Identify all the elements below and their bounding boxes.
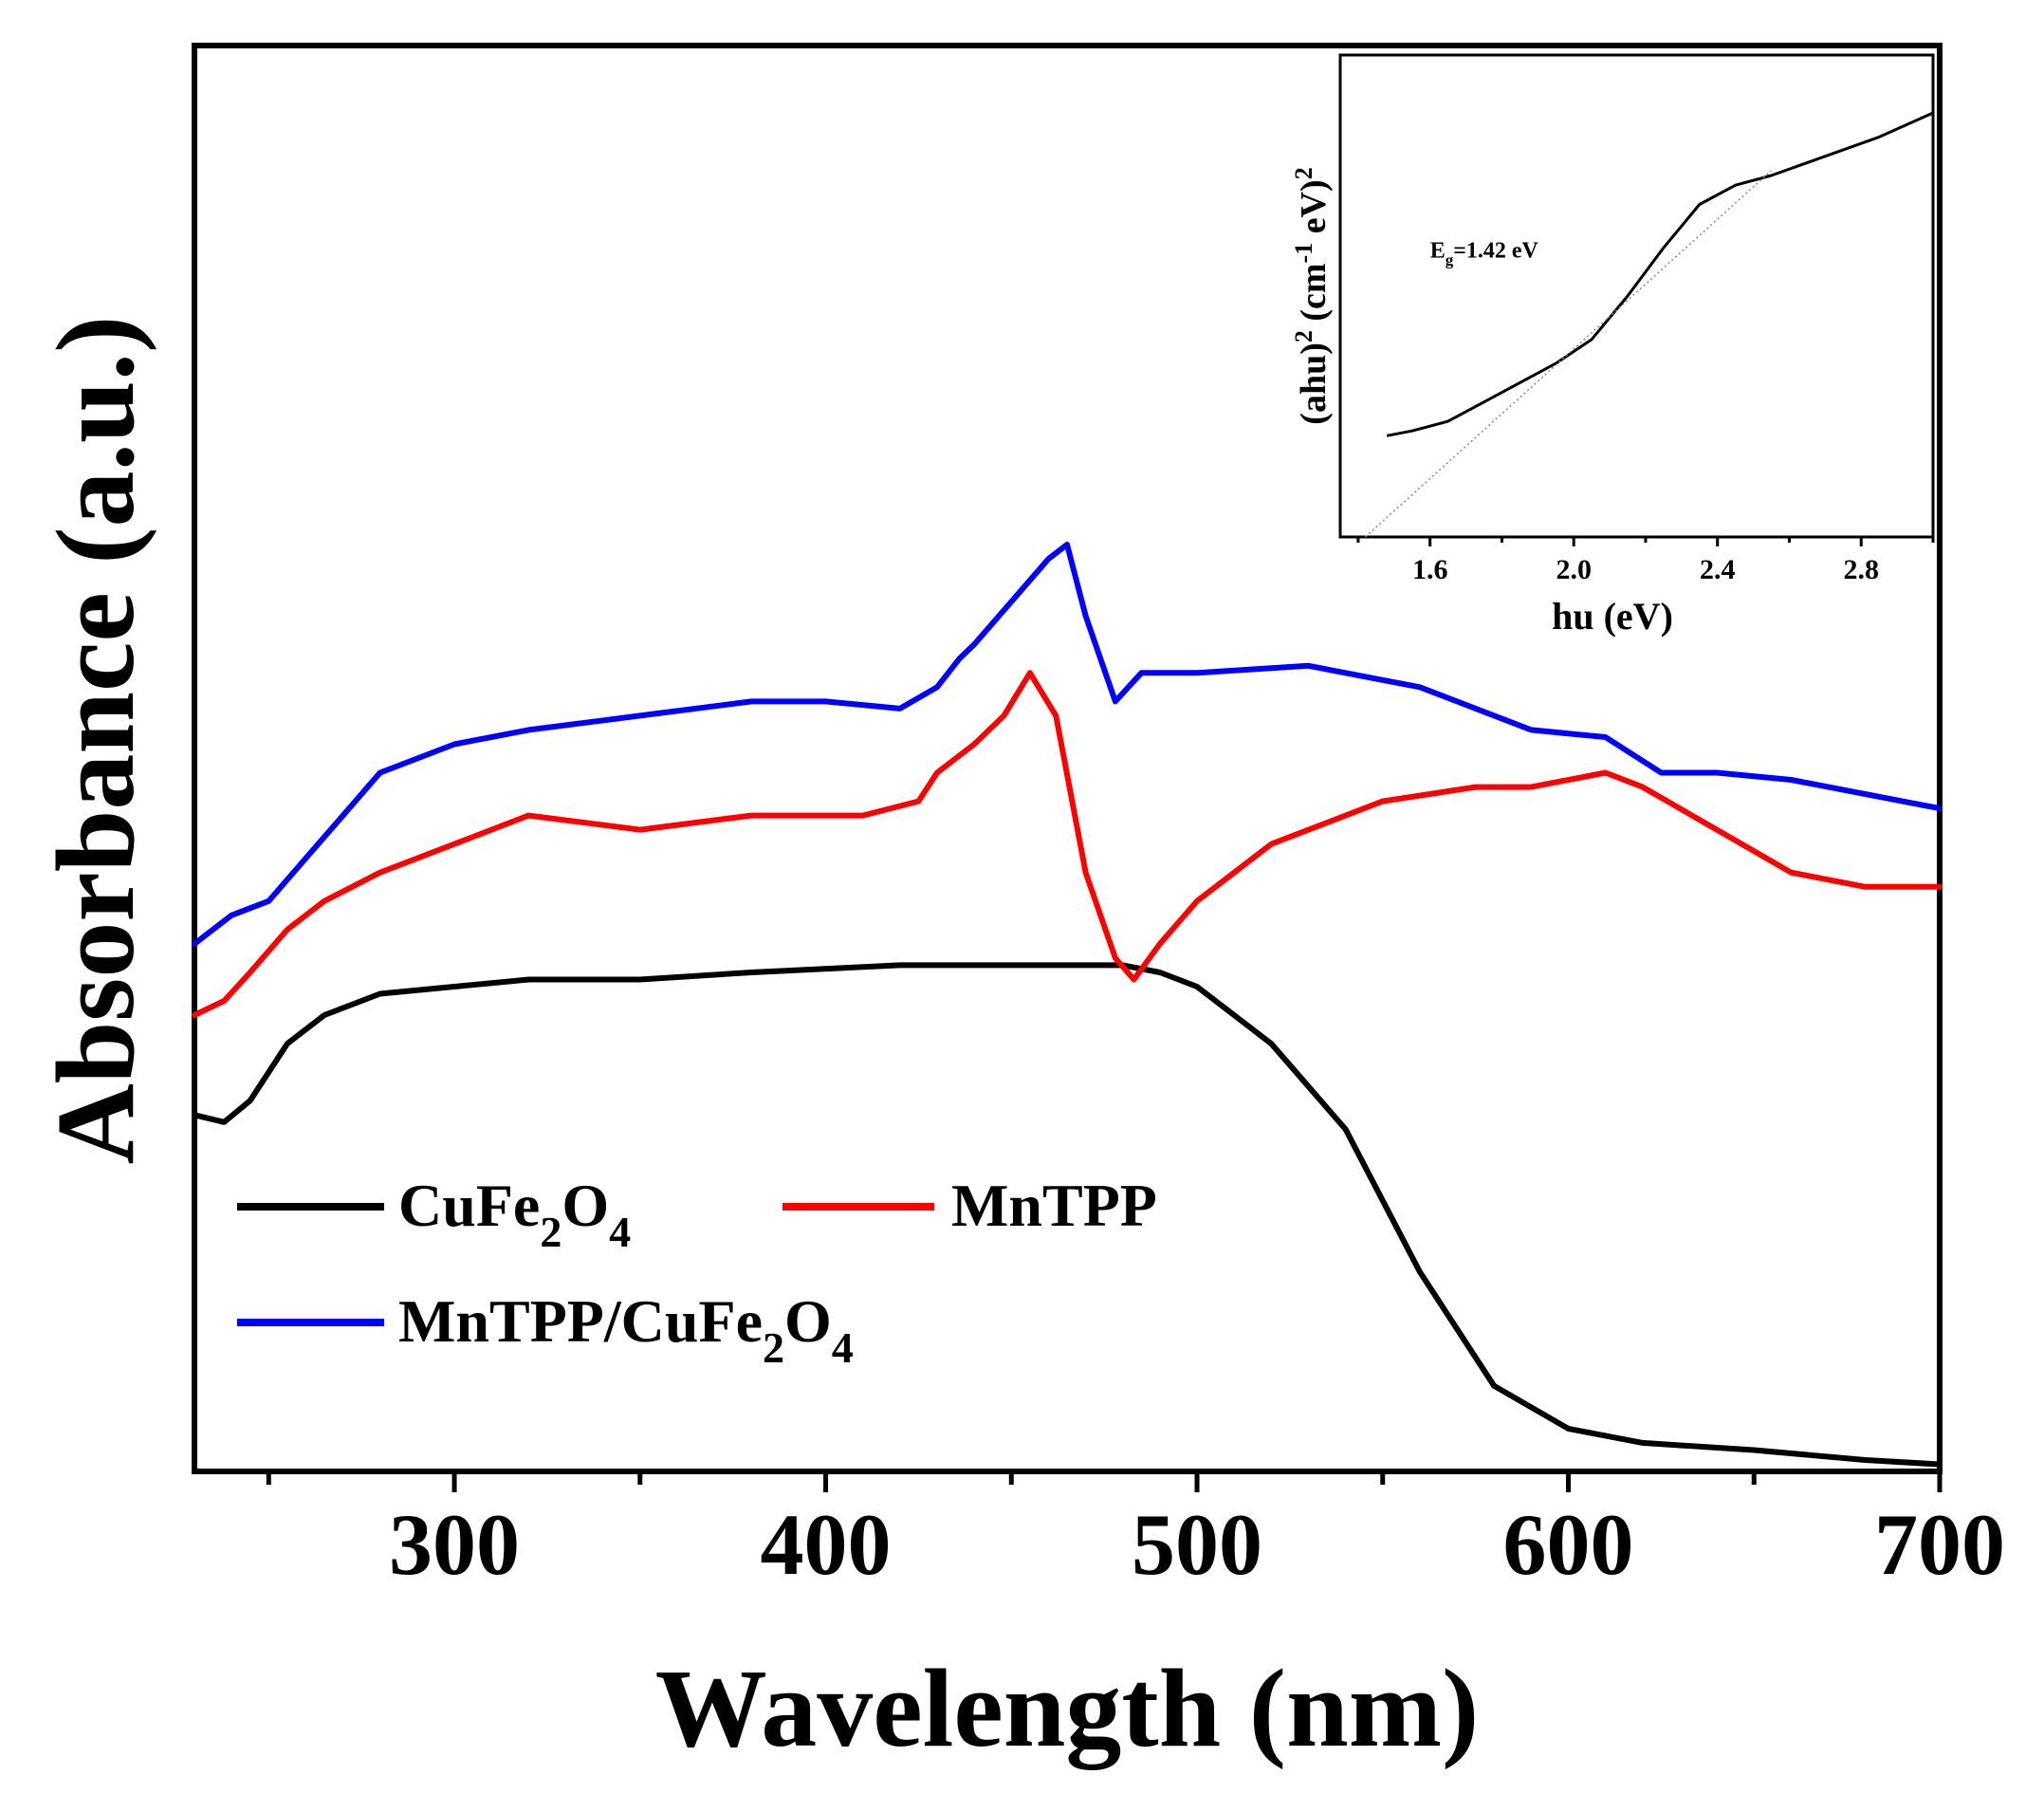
inset-x-tick-label-1.6: 1.6 xyxy=(1412,554,1448,585)
y-axis-title: Absorbance (a.u.) xyxy=(33,316,157,1165)
legend-label-mntpp-cufe2o4: MnTPP/CuFe2O4 xyxy=(398,1287,854,1372)
main-x-ticks: 300 400 500 600 700 xyxy=(266,1471,2005,1593)
inset-x-axis-title: hu (eV) xyxy=(1552,595,1673,638)
x-tick-label-300: 300 xyxy=(389,1496,520,1593)
inset-frame xyxy=(1338,53,1935,539)
series-line-cufe2o4 xyxy=(192,962,1943,1468)
series-line-mntpp-cufe2o4 xyxy=(192,542,1943,947)
inset-series-linear-fit xyxy=(1364,170,1773,538)
inset-x-tick-label-2.4: 2.4 xyxy=(1700,554,1736,585)
x-tick-label-700: 700 xyxy=(1874,1496,2005,1593)
x-tick-label-600: 600 xyxy=(1503,1496,1634,1593)
main-plot-frame xyxy=(192,43,1943,1474)
inset-series-tauc-plot xyxy=(1386,111,1934,437)
inset-y-axis-title: (ahu)2 (cm-1 eV)2 xyxy=(1290,167,1334,424)
x-axis-title: Wavelength (nm) xyxy=(655,1646,1480,1770)
x-tick-label-400: 400 xyxy=(761,1496,892,1593)
series-line-mntpp xyxy=(192,670,1943,1018)
legend-label-cufe2o4: CuFe2O4 xyxy=(398,1172,631,1256)
legend-label-mntpp: MnTPP xyxy=(951,1172,1157,1239)
inset-x-ticks: 1.6 2.0 2.4 2.8 xyxy=(1356,537,1935,585)
bandgap-annotation: Eg=1.42 eV xyxy=(1430,238,1539,268)
x-tick-label-500: 500 xyxy=(1132,1496,1262,1593)
legend: CuFe2O4 MnTPP MnTPP/CuFe2O4 xyxy=(237,1172,1157,1372)
inset-x-tick-label-2: 2.0 xyxy=(1556,554,1592,585)
inset-series-group xyxy=(1364,111,1934,538)
main-series-group xyxy=(192,542,1943,1468)
inset-plot: 1.6 2.0 2.4 2.8 hu (eV) (ahu)2 (cm-1 eV)2 E… xyxy=(1290,53,1935,638)
inset-x-tick-label-2.8: 2.8 xyxy=(1843,554,1879,585)
